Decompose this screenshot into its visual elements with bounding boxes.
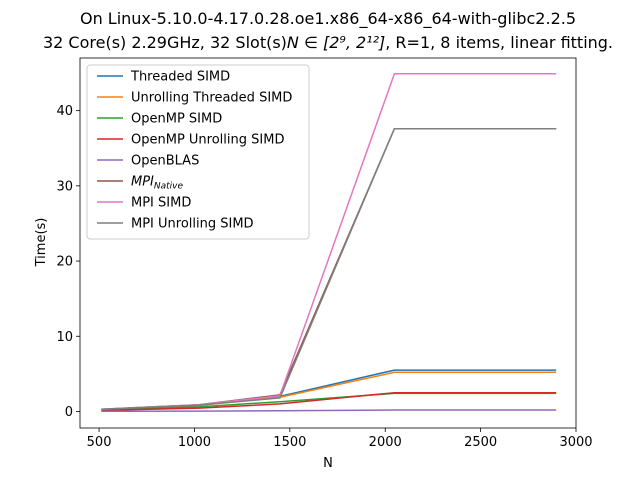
- series-line-4: [101, 391, 557, 412]
- legend-label-5: OpenBLAS: [131, 154, 199, 169]
- legend-label-2: Unrolling Threaded SIMD: [131, 91, 292, 106]
- legend-box: [86, 64, 310, 240]
- axes-frame: [79, 57, 577, 429]
- y-tick-label: 0: [65, 405, 73, 420]
- series-line-3: [101, 392, 557, 411]
- x-tick-label: 1500: [273, 435, 306, 450]
- legend-label-4: OpenMP Unrolling SIMD: [131, 133, 284, 148]
- series-line-8: [101, 127, 557, 410]
- x-axis-label: N: [323, 456, 333, 471]
- legend-label-1: Threaded SIMD: [130, 70, 230, 85]
- legend: Threaded SIMD Unrolling Threaded SIMD Open…: [86, 64, 310, 240]
- y-tick-label: 40: [56, 104, 73, 119]
- legend-label-3: OpenMP SIMD: [131, 112, 222, 127]
- legend-label-8: MPI Unrolling SIMD: [131, 217, 254, 232]
- x-tick-label: 2000: [369, 435, 402, 450]
- chart-title-line1: On Linux-5.10.0-4.17.0.28.oe1.x86_64-x86…: [80, 9, 576, 29]
- x-tick-label: 500: [87, 435, 112, 450]
- y-axis-label: Time(s): [34, 218, 49, 268]
- y-tick-label: 30: [56, 179, 73, 194]
- legend-label-7: MPI SIMD: [131, 196, 191, 211]
- y-tick-label: 20: [56, 255, 73, 270]
- x-tick-label: 2500: [464, 435, 497, 450]
- y-tick-label: 10: [56, 330, 73, 345]
- legend-label-6: MPINative: [131, 175, 183, 192]
- x-tick-label: 3000: [559, 435, 592, 450]
- series-line-2: [101, 371, 557, 411]
- series-line-5: [101, 409, 557, 413]
- x-tick-label: 1000: [178, 435, 211, 450]
- plot-area: 500 1000 1500 2000 2500 3000 0 10 20 30 40: [56, 57, 593, 450]
- series-line-1: [101, 369, 557, 411]
- chart-title-line2: 32 Core(s) 2.29GHz, 32 Slot(s)N ∈ [2⁹, 2…: [43, 33, 613, 52]
